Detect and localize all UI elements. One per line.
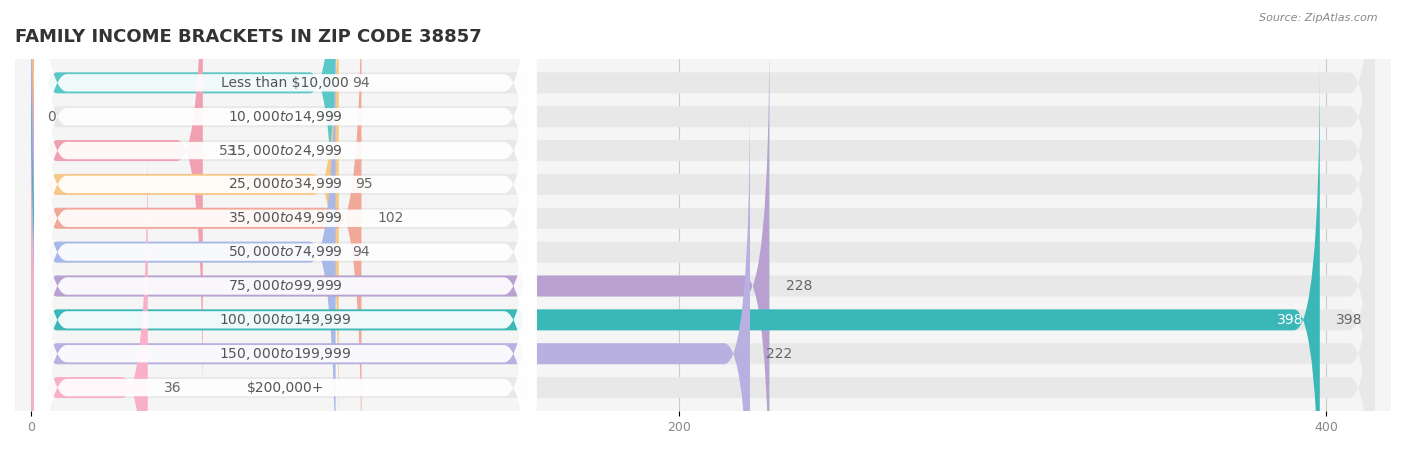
Text: $35,000 to $49,999: $35,000 to $49,999	[228, 210, 343, 226]
Text: $75,000 to $99,999: $75,000 to $99,999	[228, 278, 343, 294]
Text: $150,000 to $199,999: $150,000 to $199,999	[219, 346, 352, 362]
FancyBboxPatch shape	[31, 0, 202, 411]
FancyBboxPatch shape	[31, 93, 749, 449]
FancyBboxPatch shape	[31, 59, 1320, 449]
FancyBboxPatch shape	[31, 93, 1375, 449]
Text: 398: 398	[1277, 313, 1303, 327]
FancyBboxPatch shape	[31, 0, 1375, 449]
Text: 36: 36	[165, 381, 181, 395]
FancyBboxPatch shape	[31, 0, 336, 449]
Text: 94: 94	[352, 76, 370, 90]
FancyBboxPatch shape	[31, 0, 336, 343]
FancyBboxPatch shape	[31, 127, 1375, 449]
Text: 53: 53	[219, 144, 236, 158]
FancyBboxPatch shape	[34, 0, 536, 413]
Text: $15,000 to $24,999: $15,000 to $24,999	[228, 143, 343, 158]
FancyBboxPatch shape	[31, 0, 361, 449]
FancyBboxPatch shape	[31, 0, 1375, 377]
Text: 228: 228	[786, 279, 811, 293]
FancyBboxPatch shape	[34, 0, 536, 449]
Text: Source: ZipAtlas.com: Source: ZipAtlas.com	[1260, 13, 1378, 23]
Text: 95: 95	[354, 177, 373, 191]
Text: $100,000 to $149,999: $100,000 to $149,999	[219, 312, 352, 328]
FancyBboxPatch shape	[31, 0, 1375, 343]
FancyBboxPatch shape	[31, 0, 1375, 449]
Text: FAMILY INCOME BRACKETS IN ZIP CODE 38857: FAMILY INCOME BRACKETS IN ZIP CODE 38857	[15, 28, 482, 46]
Text: $50,000 to $74,999: $50,000 to $74,999	[228, 244, 343, 260]
FancyBboxPatch shape	[34, 0, 536, 449]
FancyBboxPatch shape	[31, 0, 1375, 411]
Text: $25,000 to $34,999: $25,000 to $34,999	[228, 176, 343, 193]
FancyBboxPatch shape	[34, 0, 536, 449]
FancyBboxPatch shape	[34, 0, 536, 449]
FancyBboxPatch shape	[31, 0, 1375, 445]
Text: $10,000 to $14,999: $10,000 to $14,999	[228, 109, 343, 125]
FancyBboxPatch shape	[31, 127, 148, 449]
FancyBboxPatch shape	[34, 0, 536, 449]
FancyBboxPatch shape	[34, 57, 536, 449]
FancyBboxPatch shape	[31, 0, 339, 445]
FancyBboxPatch shape	[31, 26, 1375, 449]
FancyBboxPatch shape	[34, 0, 536, 449]
FancyBboxPatch shape	[31, 26, 769, 449]
Text: $200,000+: $200,000+	[246, 381, 323, 395]
FancyBboxPatch shape	[31, 59, 1375, 449]
Text: 0: 0	[48, 110, 56, 123]
FancyBboxPatch shape	[34, 24, 536, 449]
Text: 94: 94	[352, 245, 370, 259]
Text: 398: 398	[1336, 313, 1362, 327]
Text: 102: 102	[378, 211, 404, 225]
Text: Less than $10,000: Less than $10,000	[222, 76, 349, 90]
Text: 222: 222	[766, 347, 793, 361]
FancyBboxPatch shape	[34, 0, 536, 447]
